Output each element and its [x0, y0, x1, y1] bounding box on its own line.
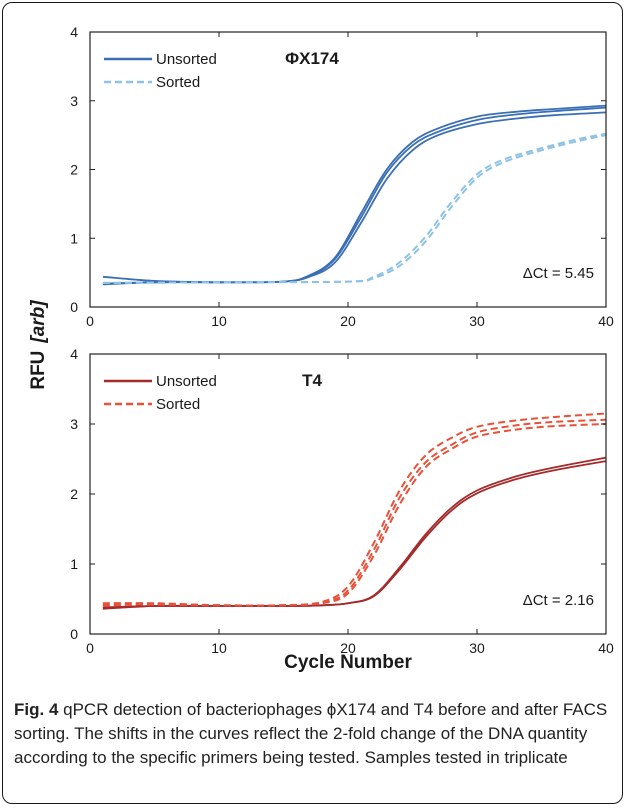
- y-tick-label: 3: [70, 93, 78, 109]
- y-tick-label: 2: [70, 486, 78, 502]
- y-axis-label: RFU [arb]: [28, 300, 49, 390]
- y-tick-label: 1: [70, 556, 78, 572]
- x-tick-label: 20: [340, 640, 356, 656]
- series-line-sorted-4: [102, 134, 607, 284]
- legend-label-unsorted: Unsorted: [156, 51, 217, 68]
- y-tick-label: 4: [70, 346, 78, 362]
- chart-panel-t4: 0 10 20 30 40 0 1 2 3 4 Unsorted Sorted T4 ΔCt = 2.16: [70, 346, 614, 656]
- panel-title: ΦX174: [285, 49, 339, 68]
- series-line-unsorted-1: [102, 106, 607, 286]
- series-line-sorted-4: [102, 412, 607, 607]
- y-tick-label: 2: [70, 162, 78, 178]
- x-tick-label: 40: [598, 313, 614, 329]
- figure-charts: RFU[arb] 0 10 20 30 4001234UnsortedSortedΦX1…: [28, 24, 614, 673]
- x-tick-label: 10: [211, 313, 227, 329]
- y-tick-label: 4: [70, 24, 78, 40]
- x-tick-label: 0: [86, 640, 94, 656]
- legend-label-sorted: Sorted: [156, 74, 200, 91]
- x-tick-label: 10: [211, 640, 227, 656]
- x-tick-label: 30: [469, 640, 485, 656]
- y-tick-label: 3: [70, 416, 78, 432]
- delta-ct-annotation: ΔCt = 5.45: [523, 265, 594, 282]
- chart-panel-phix174: 0 10 20 30 40 0 1 2 3 4 Unsorted Sorted ΦX174 ΔCt = 5…: [70, 24, 614, 329]
- y-tick-label: 0: [70, 299, 78, 315]
- series-line-unsorted-2: [102, 111, 607, 284]
- x-tick-label: 40: [598, 640, 614, 656]
- y-tick-label: 0: [70, 626, 78, 642]
- y-tick-label: 1: [70, 230, 78, 246]
- series-line-sorted-5: [102, 132, 607, 284]
- x-tick-label: 0: [86, 313, 94, 329]
- x-tick-label: 20: [340, 313, 356, 329]
- series-line-sorted-5: [102, 423, 607, 607]
- y-axis-label-unit: [arb]: [28, 300, 49, 344]
- x-axis-label: Cycle Number: [284, 652, 412, 673]
- panel-title: T4: [302, 371, 322, 390]
- series-line-sorted-3: [102, 418, 607, 607]
- figure-caption: Fig. 4 qPCR detection of bacteriophages …: [14, 698, 612, 770]
- legend-label-sorted: Sorted: [156, 396, 200, 413]
- caption-text: qPCR detection of bacteriophages ϕX174 a…: [14, 700, 608, 767]
- series-line-unsorted-3: [102, 104, 607, 285]
- figure-label: Fig. 4: [14, 700, 59, 719]
- legend-label-unsorted: Unsorted: [156, 373, 217, 390]
- x-tick-label: 30: [469, 313, 485, 329]
- y-axis-label-main: RFU: [28, 351, 49, 390]
- delta-ct-annotation: ΔCt = 2.16: [523, 592, 594, 609]
